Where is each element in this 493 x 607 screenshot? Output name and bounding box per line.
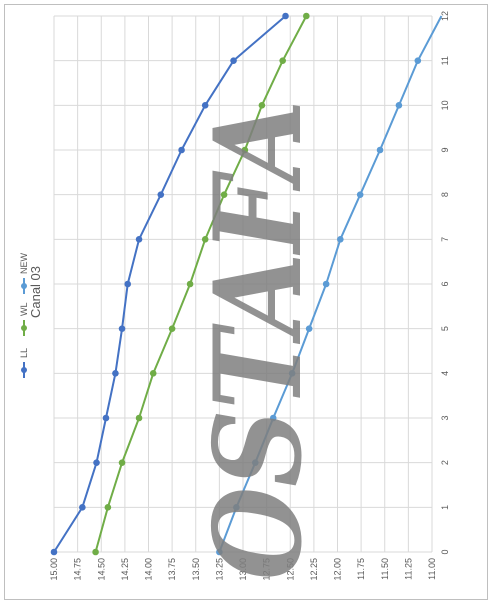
x-tick-label: 3: [440, 415, 450, 420]
legend-marker-new: [21, 283, 27, 289]
x-tick-label: 12: [440, 11, 450, 21]
data-point-wl: [168, 325, 176, 332]
data-point-new: [376, 146, 384, 154]
x-tick-label: 8: [440, 192, 450, 197]
legend-marker-wl: [21, 325, 27, 331]
y-tick-label: 11.50: [380, 558, 390, 580]
legend-label-ll: LL: [19, 348, 29, 358]
data-point-wl: [135, 414, 143, 422]
data-point-wl: [220, 191, 228, 198]
data-point-ll: [282, 12, 289, 20]
data-point-wl: [303, 12, 310, 20]
x-tick-label: 11: [440, 56, 450, 65]
data-point-new: [251, 459, 259, 466]
data-point-wl: [258, 102, 266, 109]
y-tick-label: 11.25: [403, 558, 413, 580]
y-tick-label: 13.00: [238, 558, 248, 581]
y-tick-label: 14.00: [144, 558, 154, 581]
y-tick-label: 11.00: [427, 558, 437, 580]
y-tick-label: 13.75: [167, 558, 177, 581]
y-tick-label: 11.75: [356, 558, 366, 580]
y-tick-label: 12.25: [309, 558, 319, 581]
data-point-wl: [241, 146, 249, 154]
data-point-ll: [230, 57, 237, 64]
data-point-new: [269, 414, 277, 422]
data-point-wl: [149, 370, 157, 377]
y-tick-label: 14.75: [73, 558, 83, 581]
y-tick-label: 14.25: [120, 558, 130, 581]
y-tick-label: 13.25: [214, 558, 224, 581]
x-tick-label: 4: [440, 371, 450, 376]
data-point-ll: [102, 414, 110, 422]
x-tick-label: 2: [440, 460, 450, 465]
data-point-wl: [201, 236, 209, 243]
data-point-new: [356, 191, 364, 198]
x-tick-label: 6: [440, 281, 450, 286]
data-point-new: [233, 504, 240, 511]
data-point-ll: [93, 459, 100, 466]
data-point-ll: [112, 370, 119, 377]
data-point-wl: [279, 57, 286, 64]
y-tick-label: 12.00: [333, 558, 343, 581]
y-tick-label: 14.50: [96, 558, 106, 581]
x-tick-label: 0: [440, 549, 450, 554]
chart-title: Canal 03: [28, 266, 43, 318]
chart-series: [50, 12, 443, 556]
data-point-wl: [118, 459, 126, 466]
data-point-ll: [178, 146, 185, 154]
data-point-new: [395, 102, 403, 109]
data-point-new: [337, 236, 344, 243]
data-point-ll: [201, 102, 209, 109]
data-point-ll: [135, 236, 143, 243]
x-tick-label: 10: [440, 100, 450, 110]
x-tick-label: 9: [440, 147, 450, 152]
watermark-text: OSTAFA: [188, 100, 329, 580]
x-tick-label: 5: [440, 326, 450, 331]
data-point-new: [414, 57, 422, 64]
x-tick-label: 7: [440, 237, 450, 242]
data-point-ll: [118, 325, 126, 332]
y-tick-label: 12.50: [285, 558, 295, 581]
x-tick-label: 1: [440, 505, 450, 510]
data-point-ll: [124, 280, 132, 288]
data-point-ll: [79, 504, 86, 511]
data-point-new: [288, 370, 296, 377]
data-point-ll: [157, 191, 165, 198]
legend-marker-ll: [21, 367, 27, 373]
y-tick-labels: 15.00 14.75 14.50 14.25 14.00 13.75 13.50 13.25…: [49, 558, 437, 581]
legend-label-wl: WL: [19, 303, 29, 317]
data-point-new: [216, 548, 223, 556]
chart-legend: LL WL NEW: [19, 252, 29, 378]
data-point-wl: [104, 504, 112, 511]
y-tick-label: 12.75: [262, 558, 272, 581]
data-point-wl: [186, 280, 194, 288]
legend-label-new: NEW: [19, 252, 29, 274]
data-point-new: [322, 280, 330, 288]
chart-grid: [53, 15, 433, 553]
y-tick-label: 13.50: [191, 558, 201, 581]
data-point-wl: [92, 548, 99, 556]
y-tick-label: 15.00: [49, 558, 59, 581]
data-point-new: [305, 325, 313, 332]
data-point-ll: [50, 548, 58, 556]
